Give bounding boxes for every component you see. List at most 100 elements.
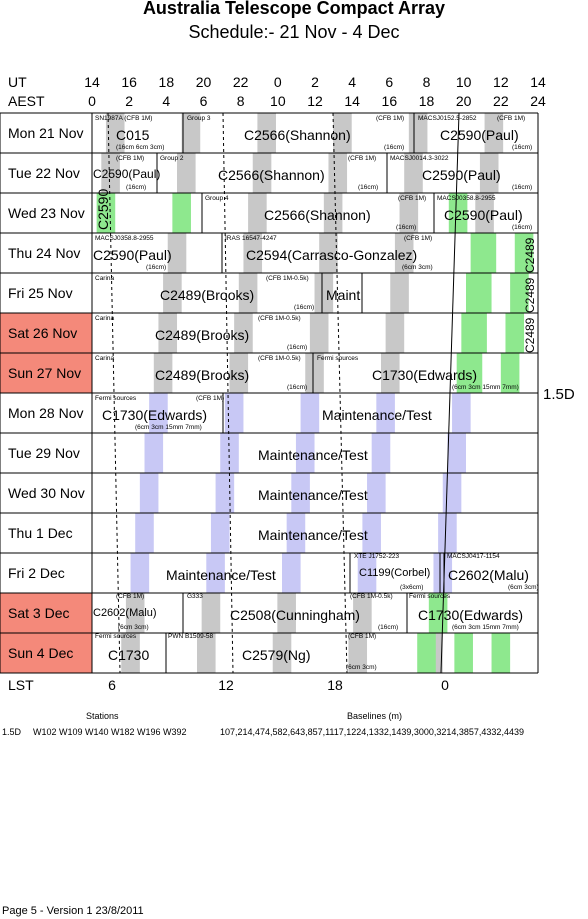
night-stripe: [371, 433, 391, 473]
night-stripe: [167, 233, 187, 273]
day-label: Sun 4 Dec: [8, 645, 74, 661]
green-stripe: [417, 633, 436, 673]
booking-correlator: (CFB 1M): [116, 155, 145, 162]
ut-tick: 14: [530, 74, 546, 90]
booking-bands: (16cm): [512, 184, 533, 191]
night-stripe: [291, 473, 310, 513]
night-stripe: [144, 433, 164, 473]
green-stripe: [477, 233, 497, 273]
booking-maintenance[interactable]: Maintenance/Test: [166, 567, 276, 583]
booking-source: Group 4: [205, 195, 229, 202]
booking-maintenance[interactable]: Maintenance/Test: [258, 527, 368, 543]
night-stripe: [215, 473, 235, 513]
booking-source: Carina: [95, 275, 115, 282]
booking-c2566[interactable]: C2566(Shannon): [244, 127, 351, 143]
day-label: Fri 25 Nov: [8, 285, 73, 301]
booking-source: Carina: [95, 355, 115, 362]
booking-c2489[interactable]: C2489(Brooks): [155, 367, 250, 383]
booking-bands: (6cm 3cm 15mm 7mm): [452, 624, 519, 631]
green-stripe: [491, 633, 511, 673]
night-stripe: [452, 393, 471, 433]
config-label: 1.5D: [543, 386, 575, 403]
booking-source: IRAS 16547-4247: [225, 235, 277, 242]
booking-source: SN1987A (CFB 1M): [95, 115, 153, 122]
booking-source: Fermi sources: [95, 395, 137, 402]
booking-correlator: (CFB 1M-0.5k): [258, 355, 301, 362]
booking-c2590[interactable]: C2590(Paul): [93, 247, 172, 263]
booking-c1730[interactable]: C1730(Edwards): [102, 407, 208, 423]
night-stripe: [163, 273, 182, 313]
day-label: Wed 23 Nov: [8, 205, 85, 221]
booking-maintenance[interactable]: Maintenance/Test: [258, 487, 368, 503]
night-stripe: [323, 193, 343, 233]
booking-c2590[interactable]: C2590(Paul): [440, 127, 519, 143]
green-stripe: [500, 353, 520, 393]
ut-tick: 12: [493, 74, 509, 90]
booking-correlator: (CFB 1M): [376, 115, 405, 122]
booking-c1199[interactable]: C1199(Corbel): [359, 567, 431, 579]
weekend-highlight: [0, 313, 92, 353]
night-stripe: [484, 113, 504, 153]
night-stripe: [300, 393, 320, 433]
green-stripe: [505, 313, 525, 353]
booking-maint[interactable]: Maint: [326, 287, 361, 303]
booking-c2489-vertical[interactable]: C2489: [523, 317, 537, 353]
booking-source: Fermi sources: [95, 633, 137, 640]
ut-tick: 8: [422, 74, 431, 90]
booking-c2590-vertical[interactable]: C2590: [95, 188, 111, 230]
ut-tick: 0: [273, 74, 282, 90]
booking-c2489[interactable]: C2489(Brooks): [155, 327, 250, 343]
booking-c2602[interactable]: C2602(Malu): [448, 567, 529, 583]
booking-c1730[interactable]: C1730(Edwards): [372, 367, 478, 383]
booking-c2590[interactable]: C2590(Paul): [444, 207, 523, 223]
baselines-list: 107,214,474,582,643,857,1117,1224,1332,1…: [220, 727, 524, 737]
booking-c2602[interactable]: C2602(Malu): [93, 607, 157, 619]
booking-source: Fermi sources: [317, 355, 359, 362]
booking-source: MACSJ0358.8-2955: [95, 235, 154, 242]
night-stripe: [257, 113, 276, 153]
night-stripe: [272, 633, 292, 673]
day-label: Thu 24 Nov: [8, 245, 81, 261]
booking-c2566[interactable]: C2566(Shannon): [264, 207, 371, 223]
lst-tick: 0: [441, 677, 449, 693]
ut-label: UT: [8, 74, 27, 90]
night-stripe: [210, 513, 230, 553]
stations-list: W102 W109 W140 W182 W196 W392: [33, 727, 187, 737]
booking-correlator: (CFB 1M): [497, 115, 526, 122]
booking-c2594[interactable]: C2594(Carrasco-Gonzalez): [246, 247, 418, 263]
booking-source: G333: [187, 593, 203, 600]
night-stripe: [201, 593, 221, 633]
ut-tick: 20: [195, 74, 212, 90]
lst-zero-line: [440, 112, 460, 674]
booking-c2489[interactable]: C2489(Brooks): [160, 287, 255, 303]
booking-maintenance[interactable]: Maintenance/Test: [322, 407, 432, 423]
aest-tick: 16: [381, 93, 398, 109]
day-label: Mon 21 Nov: [8, 125, 84, 141]
booking-correlator: (CFB 1M-0.5k): [258, 315, 301, 322]
green-stripe: [454, 633, 473, 673]
booking-c015[interactable]: C015: [116, 127, 150, 143]
booking-c2566[interactable]: C2566(Shannon): [218, 167, 325, 183]
night-stripe: [224, 393, 244, 433]
booking-maintenance[interactable]: Maintenance/Test: [258, 447, 368, 463]
footer-config: 1.5D: [2, 727, 22, 737]
booking-bands: (6cm 3cm 15mm 7mm): [452, 384, 519, 391]
ut-tick: 16: [121, 74, 137, 90]
day-label: Mon 28 Nov: [8, 405, 84, 421]
aest-tick: 8: [236, 93, 245, 109]
booking-c1730[interactable]: C1730: [108, 647, 150, 663]
booking-bands: (16cm): [512, 144, 533, 151]
booking-c2590[interactable]: C2590(Paul): [422, 167, 501, 183]
weekend-highlight: [0, 593, 92, 633]
booking-c2489-vertical[interactable]: C2489: [523, 237, 537, 273]
night-stripe: [314, 273, 334, 313]
night-stripe: [305, 353, 324, 393]
booking-c2508[interactable]: C2508(Cunningham): [230, 607, 360, 623]
night-stripe: [447, 433, 466, 473]
night-stripe: [353, 593, 372, 633]
booking-c2590[interactable]: C2590(Paul): [93, 167, 161, 181]
booking-bands: (6cm 3cm 15mm 7mm): [135, 424, 202, 431]
booking-c2579[interactable]: C2579(Ng): [242, 647, 311, 663]
booking-c2489-vertical[interactable]: C2489: [523, 277, 537, 313]
booking-c1730[interactable]: C1730(Edwards): [418, 607, 524, 623]
